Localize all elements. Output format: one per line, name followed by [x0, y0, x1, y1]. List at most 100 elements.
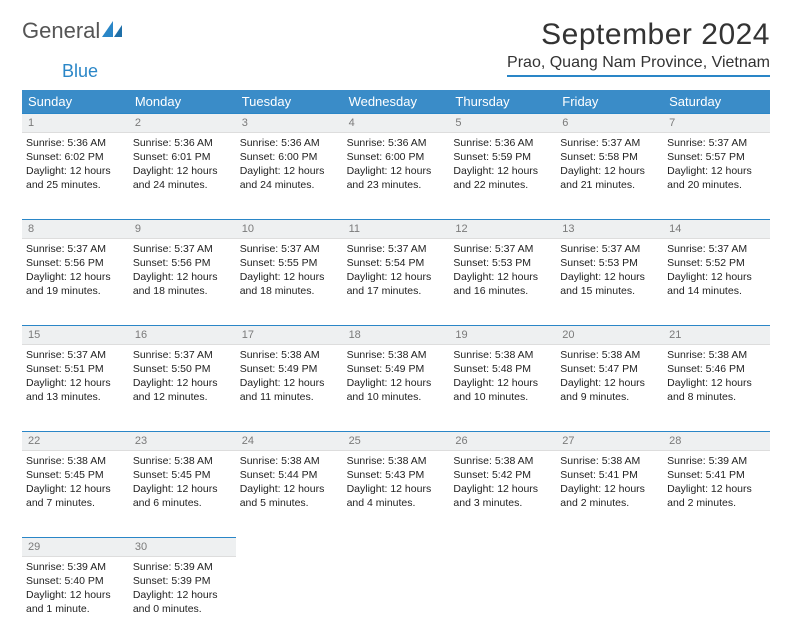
- sunrise-text: Sunrise: 5:37 AM: [347, 243, 446, 256]
- day-cell: Sunrise: 5:38 AMSunset: 5:49 PMDaylight:…: [343, 345, 450, 431]
- day-cell: Sunrise: 5:36 AMSunset: 6:00 PMDaylight:…: [236, 133, 343, 219]
- sunset-text: Sunset: 5:58 PM: [560, 151, 659, 164]
- day-number: [556, 537, 663, 557]
- day-number: 15: [22, 325, 129, 345]
- daylight-text-1: Daylight: 12 hours: [667, 271, 766, 284]
- daylight-text-2: and 24 minutes.: [133, 179, 232, 192]
- weekday-friday: Friday: [556, 90, 663, 113]
- sunrise-text: Sunrise: 5:38 AM: [133, 455, 232, 468]
- daylight-text-2: and 18 minutes.: [240, 285, 339, 298]
- day-number: 3: [236, 113, 343, 133]
- weekday-wednesday: Wednesday: [343, 90, 450, 113]
- daylight-text-2: and 8 minutes.: [667, 391, 766, 404]
- day-cell: Sunrise: 5:37 AMSunset: 5:55 PMDaylight:…: [236, 239, 343, 325]
- day-cell: [556, 557, 663, 643]
- day-cell: Sunrise: 5:37 AMSunset: 5:58 PMDaylight:…: [556, 133, 663, 219]
- daylight-text-2: and 13 minutes.: [26, 391, 125, 404]
- day-number: 7: [663, 113, 770, 133]
- day-cell: Sunrise: 5:38 AMSunset: 5:46 PMDaylight:…: [663, 345, 770, 431]
- sunset-text: Sunset: 5:52 PM: [667, 257, 766, 270]
- daylight-text-1: Daylight: 12 hours: [560, 377, 659, 390]
- day-cell: [343, 557, 450, 643]
- sunset-text: Sunset: 5:55 PM: [240, 257, 339, 270]
- day-cell: Sunrise: 5:38 AMSunset: 5:45 PMDaylight:…: [129, 451, 236, 537]
- day-cell: Sunrise: 5:37 AMSunset: 5:56 PMDaylight:…: [129, 239, 236, 325]
- sunset-text: Sunset: 5:41 PM: [560, 469, 659, 482]
- sunset-text: Sunset: 5:49 PM: [347, 363, 446, 376]
- day-cell: Sunrise: 5:38 AMSunset: 5:43 PMDaylight:…: [343, 451, 450, 537]
- sunset-text: Sunset: 5:44 PM: [240, 469, 339, 482]
- day-number: 27: [556, 431, 663, 451]
- day-number: 12: [449, 219, 556, 239]
- day-cell: Sunrise: 5:38 AMSunset: 5:45 PMDaylight:…: [22, 451, 129, 537]
- day-cell: Sunrise: 5:38 AMSunset: 5:41 PMDaylight:…: [556, 451, 663, 537]
- daylight-text-2: and 20 minutes.: [667, 179, 766, 192]
- daylight-text-1: Daylight: 12 hours: [453, 483, 552, 496]
- sunrise-text: Sunrise: 5:38 AM: [240, 455, 339, 468]
- daylight-text-1: Daylight: 12 hours: [240, 483, 339, 496]
- day-cell: Sunrise: 5:37 AMSunset: 5:54 PMDaylight:…: [343, 239, 450, 325]
- daylight-text-1: Daylight: 12 hours: [240, 165, 339, 178]
- daylight-text-2: and 19 minutes.: [26, 285, 125, 298]
- daylight-text-2: and 5 minutes.: [240, 497, 339, 510]
- daylight-text-1: Daylight: 12 hours: [133, 483, 232, 496]
- sunrise-text: Sunrise: 5:36 AM: [347, 137, 446, 150]
- sunset-text: Sunset: 5:43 PM: [347, 469, 446, 482]
- day-cell: Sunrise: 5:36 AMSunset: 6:01 PMDaylight:…: [129, 133, 236, 219]
- daylight-text-2: and 14 minutes.: [667, 285, 766, 298]
- day-number: 8: [22, 219, 129, 239]
- daylight-text-2: and 23 minutes.: [347, 179, 446, 192]
- sunrise-text: Sunrise: 5:36 AM: [453, 137, 552, 150]
- daylight-text-1: Daylight: 12 hours: [240, 271, 339, 284]
- sunrise-text: Sunrise: 5:38 AM: [240, 349, 339, 362]
- calendar-body: 1234567Sunrise: 5:36 AMSunset: 6:02 PMDa…: [22, 113, 770, 643]
- weekday-monday: Monday: [129, 90, 236, 113]
- daylight-text-1: Daylight: 12 hours: [560, 483, 659, 496]
- daylight-text-2: and 12 minutes.: [133, 391, 232, 404]
- sunrise-text: Sunrise: 5:37 AM: [560, 243, 659, 256]
- day-number: 1: [22, 113, 129, 133]
- daylight-text-1: Daylight: 12 hours: [347, 377, 446, 390]
- daylight-text-1: Daylight: 12 hours: [133, 271, 232, 284]
- daylight-text-1: Daylight: 12 hours: [453, 377, 552, 390]
- day-number: 6: [556, 113, 663, 133]
- day-cell: Sunrise: 5:38 AMSunset: 5:49 PMDaylight:…: [236, 345, 343, 431]
- day-number: 29: [22, 537, 129, 557]
- sunset-text: Sunset: 5:51 PM: [26, 363, 125, 376]
- day-number: 28: [663, 431, 770, 451]
- sunset-text: Sunset: 5:50 PM: [133, 363, 232, 376]
- day-number: 21: [663, 325, 770, 345]
- day-number: 25: [343, 431, 450, 451]
- day-number: 10: [236, 219, 343, 239]
- daylight-text-2: and 16 minutes.: [453, 285, 552, 298]
- sunset-text: Sunset: 5:57 PM: [667, 151, 766, 164]
- day-number: 30: [129, 537, 236, 557]
- sunset-text: Sunset: 6:01 PM: [133, 151, 232, 164]
- day-cell: Sunrise: 5:37 AMSunset: 5:53 PMDaylight:…: [556, 239, 663, 325]
- sunrise-text: Sunrise: 5:38 AM: [560, 455, 659, 468]
- daylight-text-2: and 22 minutes.: [453, 179, 552, 192]
- sunrise-text: Sunrise: 5:38 AM: [26, 455, 125, 468]
- sunrise-text: Sunrise: 5:37 AM: [560, 137, 659, 150]
- sunrise-text: Sunrise: 5:38 AM: [347, 455, 446, 468]
- daylight-text-2: and 24 minutes.: [240, 179, 339, 192]
- daylight-text-2: and 11 minutes.: [240, 391, 339, 404]
- day-cell: Sunrise: 5:36 AMSunset: 5:59 PMDaylight:…: [449, 133, 556, 219]
- day-number: 17: [236, 325, 343, 345]
- day-cell: Sunrise: 5:37 AMSunset: 5:52 PMDaylight:…: [663, 239, 770, 325]
- sunset-text: Sunset: 5:45 PM: [26, 469, 125, 482]
- sunrise-text: Sunrise: 5:37 AM: [667, 243, 766, 256]
- sunset-text: Sunset: 6:00 PM: [240, 151, 339, 164]
- sunrise-text: Sunrise: 5:39 AM: [133, 561, 232, 574]
- sunrise-text: Sunrise: 5:38 AM: [560, 349, 659, 362]
- sunrise-text: Sunrise: 5:39 AM: [667, 455, 766, 468]
- daylight-text-2: and 3 minutes.: [453, 497, 552, 510]
- day-number: [449, 537, 556, 557]
- daylight-text-1: Daylight: 12 hours: [133, 589, 232, 602]
- logo: General: [22, 18, 124, 44]
- daylight-text-2: and 4 minutes.: [347, 497, 446, 510]
- sunrise-text: Sunrise: 5:38 AM: [347, 349, 446, 362]
- daylight-text-1: Daylight: 12 hours: [347, 165, 446, 178]
- logo-text-general: General: [22, 18, 100, 44]
- sunrise-text: Sunrise: 5:37 AM: [453, 243, 552, 256]
